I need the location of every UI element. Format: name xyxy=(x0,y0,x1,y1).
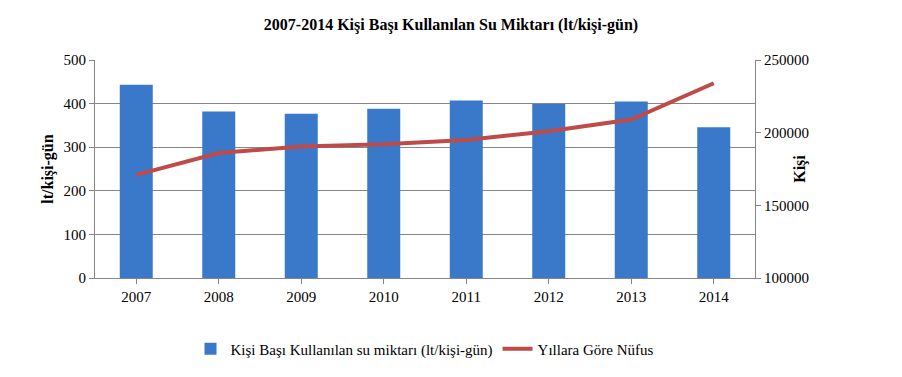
svg-text:2011: 2011 xyxy=(452,289,481,305)
svg-text:2014: 2014 xyxy=(699,289,730,305)
svg-text:2009: 2009 xyxy=(286,289,316,305)
svg-text:100: 100 xyxy=(64,227,87,243)
svg-text:250000: 250000 xyxy=(764,52,809,68)
svg-text:100000: 100000 xyxy=(764,270,809,286)
svg-text:2007: 2007 xyxy=(121,289,152,305)
svg-text:2012: 2012 xyxy=(534,289,564,305)
svg-text:Kişi: Kişi xyxy=(791,155,809,183)
svg-text:2010: 2010 xyxy=(369,289,399,305)
svg-text:2013: 2013 xyxy=(616,289,646,305)
svg-text:150000: 150000 xyxy=(764,198,809,214)
svg-text:200: 200 xyxy=(64,183,87,199)
svg-text:lt/kişi-gün: lt/kişi-gün xyxy=(39,134,57,203)
svg-text:200000: 200000 xyxy=(764,125,809,141)
svg-text:2008: 2008 xyxy=(204,289,234,305)
svg-text:2007-2014 Kişi Başı Kullanılan: 2007-2014 Kişi Başı Kullanılan Su Miktar… xyxy=(264,16,638,34)
svg-text:Kişi Başı Kullanılan su miktar: Kişi Başı Kullanılan su miktarı (lt/kişi… xyxy=(231,342,493,359)
svg-text:Yıllara Göre Nüfus: Yıllara Göre Nüfus xyxy=(538,342,654,358)
svg-text:0: 0 xyxy=(79,270,87,286)
svg-text:300: 300 xyxy=(64,139,87,155)
svg-text:400: 400 xyxy=(64,96,87,112)
svg-text:500: 500 xyxy=(64,52,87,68)
